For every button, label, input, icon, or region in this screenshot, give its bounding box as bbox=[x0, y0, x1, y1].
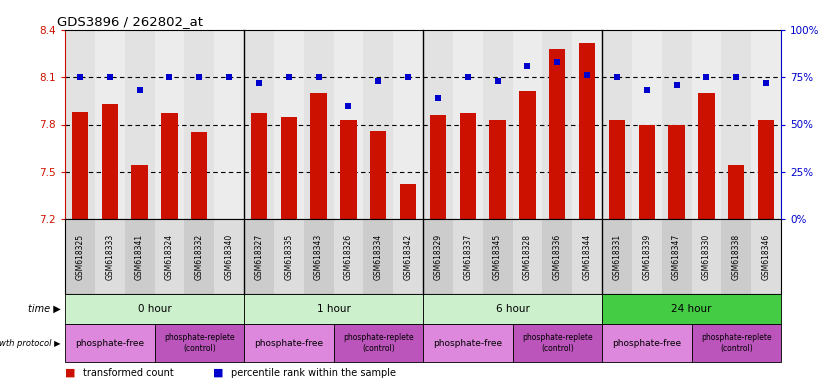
Text: time ▶: time ▶ bbox=[28, 304, 61, 314]
Text: GSM618333: GSM618333 bbox=[105, 233, 114, 280]
Bar bbox=[214, 30, 244, 219]
Text: phosphate-replete
(control): phosphate-replete (control) bbox=[701, 333, 772, 353]
Bar bbox=[102, 104, 118, 219]
Text: percentile rank within the sample: percentile rank within the sample bbox=[231, 368, 396, 378]
Bar bbox=[393, 30, 423, 219]
Text: GSM618336: GSM618336 bbox=[553, 233, 562, 280]
Bar bbox=[751, 30, 781, 219]
Text: GSM618328: GSM618328 bbox=[523, 233, 532, 280]
Text: GSM618331: GSM618331 bbox=[612, 233, 621, 280]
Text: GSM618345: GSM618345 bbox=[493, 233, 502, 280]
Bar bbox=[489, 120, 506, 219]
Bar bbox=[244, 30, 274, 219]
Bar bbox=[691, 30, 722, 219]
Text: GSM618327: GSM618327 bbox=[255, 233, 264, 280]
Text: transformed count: transformed count bbox=[83, 368, 174, 378]
Text: GSM618343: GSM618343 bbox=[314, 233, 323, 280]
Bar bbox=[549, 49, 566, 219]
Text: GSM618332: GSM618332 bbox=[195, 233, 204, 280]
Text: GSM618347: GSM618347 bbox=[672, 233, 681, 280]
Bar bbox=[125, 30, 154, 219]
Text: 1 hour: 1 hour bbox=[317, 304, 351, 314]
Bar bbox=[250, 114, 267, 219]
Bar bbox=[453, 30, 483, 219]
Bar bbox=[728, 166, 745, 219]
Text: GSM618339: GSM618339 bbox=[642, 233, 651, 280]
Bar bbox=[423, 30, 453, 219]
Bar bbox=[364, 30, 393, 219]
Text: phosphate-free: phosphate-free bbox=[76, 339, 144, 348]
Bar bbox=[512, 30, 543, 219]
Bar bbox=[758, 120, 774, 219]
Bar bbox=[632, 30, 662, 219]
Bar bbox=[281, 117, 297, 219]
Text: GSM618341: GSM618341 bbox=[135, 233, 144, 280]
Text: GSM618338: GSM618338 bbox=[732, 233, 741, 280]
Text: ■: ■ bbox=[213, 368, 223, 378]
Text: GSM618329: GSM618329 bbox=[433, 233, 443, 280]
Bar bbox=[304, 30, 333, 219]
Bar bbox=[310, 93, 327, 219]
Text: GSM618330: GSM618330 bbox=[702, 233, 711, 280]
Text: ■: ■ bbox=[65, 368, 76, 378]
Bar bbox=[274, 30, 304, 219]
Bar bbox=[370, 131, 387, 219]
Bar bbox=[698, 93, 714, 219]
Bar bbox=[185, 30, 214, 219]
Bar bbox=[519, 91, 535, 219]
Bar bbox=[602, 30, 632, 219]
Text: GSM618346: GSM618346 bbox=[762, 233, 771, 280]
Bar bbox=[460, 114, 476, 219]
Bar bbox=[662, 30, 691, 219]
Bar bbox=[161, 114, 177, 219]
Bar bbox=[131, 166, 148, 219]
Bar bbox=[65, 30, 95, 219]
Bar bbox=[722, 30, 751, 219]
Bar bbox=[333, 30, 364, 219]
Bar bbox=[543, 30, 572, 219]
Text: phosphate-replete
(control): phosphate-replete (control) bbox=[343, 333, 414, 353]
Text: 0 hour: 0 hour bbox=[138, 304, 172, 314]
Bar bbox=[429, 115, 446, 219]
Text: phosphate-free: phosphate-free bbox=[255, 339, 323, 348]
Bar bbox=[95, 30, 125, 219]
Bar bbox=[668, 124, 685, 219]
Text: 24 hour: 24 hour bbox=[672, 304, 712, 314]
Bar bbox=[340, 120, 356, 219]
Text: GSM618342: GSM618342 bbox=[404, 233, 413, 280]
Bar bbox=[400, 184, 416, 219]
Text: growth protocol ▶: growth protocol ▶ bbox=[0, 339, 61, 348]
Text: GSM618325: GSM618325 bbox=[76, 233, 85, 280]
Bar bbox=[154, 30, 185, 219]
Text: 6 hour: 6 hour bbox=[496, 304, 530, 314]
Text: phosphate-replete
(control): phosphate-replete (control) bbox=[522, 333, 593, 353]
Text: GSM618326: GSM618326 bbox=[344, 233, 353, 280]
Text: GDS3896 / 262802_at: GDS3896 / 262802_at bbox=[57, 15, 203, 28]
Bar bbox=[483, 30, 512, 219]
Bar bbox=[608, 120, 625, 219]
Bar bbox=[572, 30, 602, 219]
Text: GSM618344: GSM618344 bbox=[583, 233, 592, 280]
Bar bbox=[191, 132, 208, 219]
Text: GSM618324: GSM618324 bbox=[165, 233, 174, 280]
Bar bbox=[579, 43, 595, 219]
Text: GSM618334: GSM618334 bbox=[374, 233, 383, 280]
Text: GSM618340: GSM618340 bbox=[225, 233, 234, 280]
Text: phosphate-replete
(control): phosphate-replete (control) bbox=[164, 333, 235, 353]
Text: GSM618335: GSM618335 bbox=[284, 233, 293, 280]
Text: phosphate-free: phosphate-free bbox=[433, 339, 502, 348]
Bar bbox=[71, 112, 88, 219]
Text: GSM618337: GSM618337 bbox=[463, 233, 472, 280]
Bar bbox=[639, 124, 655, 219]
Text: phosphate-free: phosphate-free bbox=[612, 339, 681, 348]
